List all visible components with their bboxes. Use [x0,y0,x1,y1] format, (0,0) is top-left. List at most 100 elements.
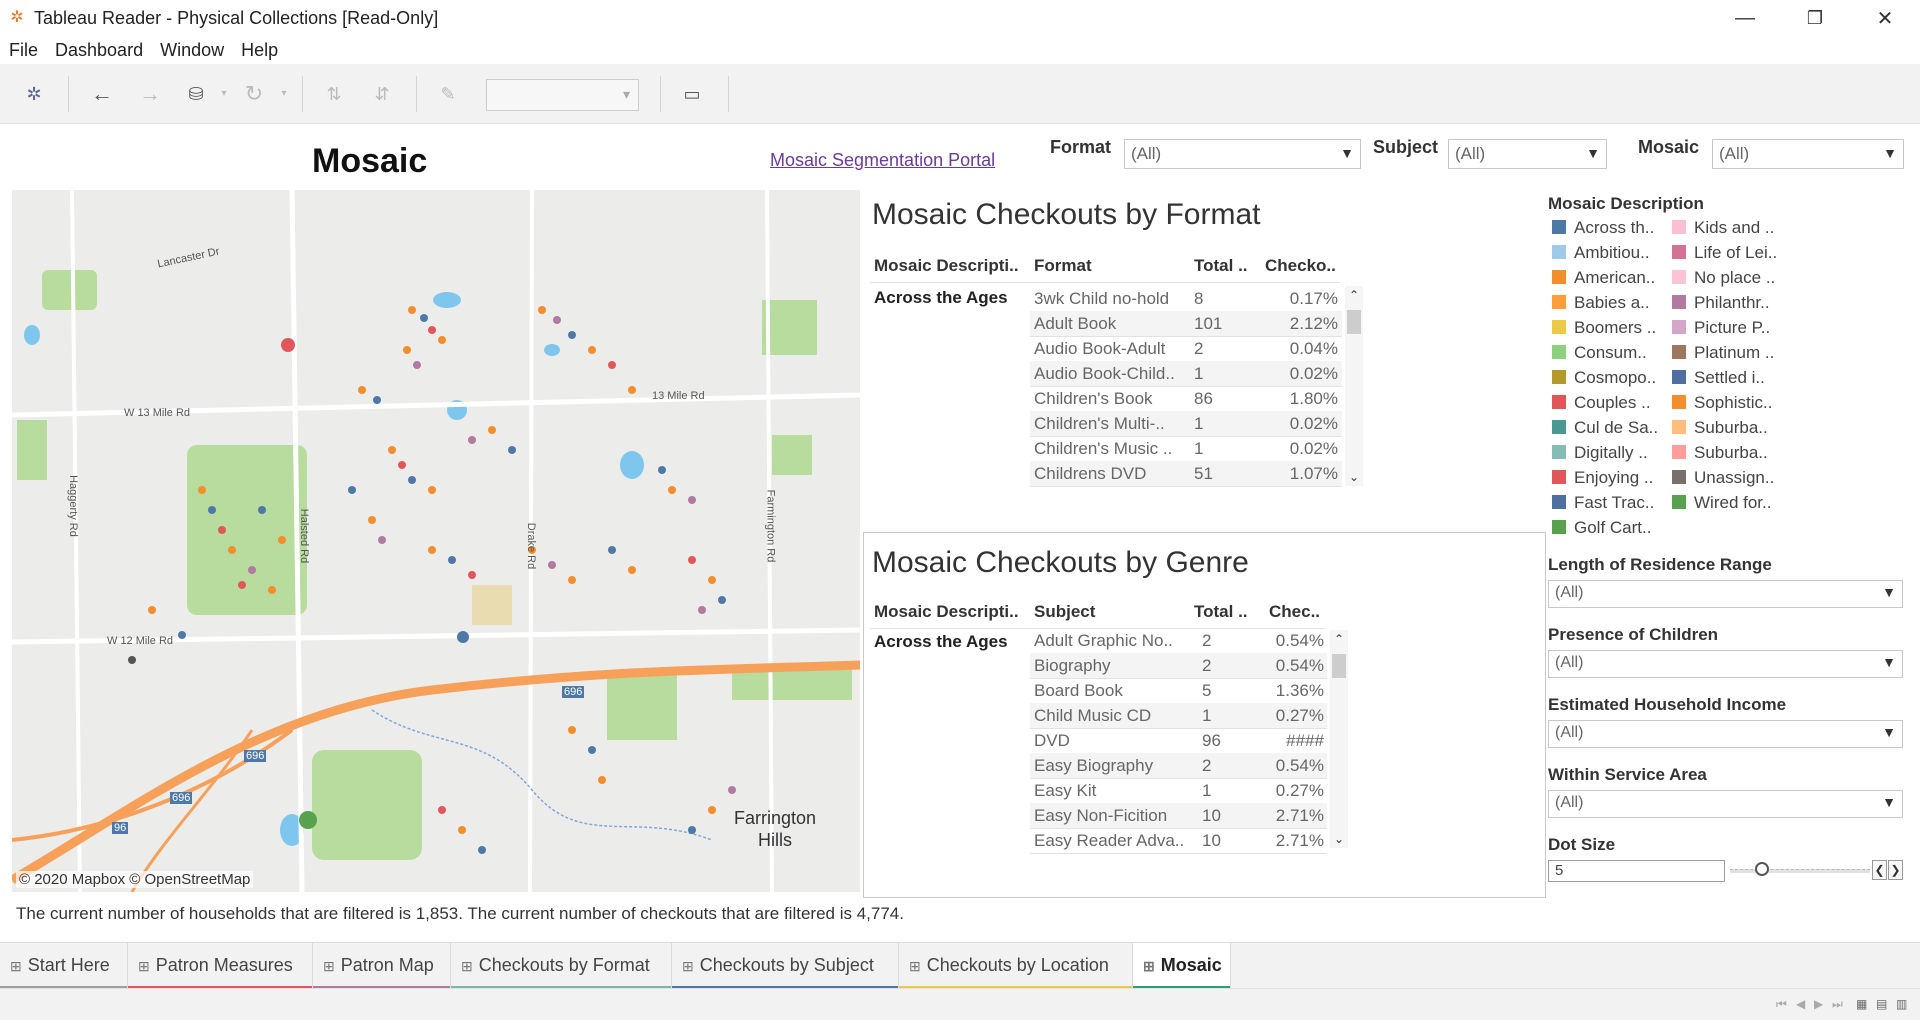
legend-item[interactable]: Couples .. [1552,393,1651,413]
legend-item[interactable]: Unassign.. [1672,468,1774,488]
genre-header-total[interactable]: Total .. [1194,602,1248,621]
forward-arrow-icon[interactable]: → [139,81,161,106]
legend-item[interactable]: Cosmopo.. [1552,368,1656,388]
checkout-pct-cell[interactable]: 2.71% [1275,831,1324,850]
sort-ascending-icon[interactable]: ⇅ [326,84,342,104]
mosaic-filter-dropdown[interactable]: (All) ▼ [1712,139,1904,169]
legend-item[interactable]: Digitally .. [1552,443,1648,463]
legend-item[interactable]: No place .. [1672,268,1775,288]
format-cell[interactable]: Children's Multi-.. [1034,414,1165,433]
checkout-pct-cell[interactable]: 0.02% [1289,439,1338,458]
grid-view-icon[interactable]: ▦ [1856,997,1868,1011]
legend-item[interactable]: Babies a.. [1552,293,1650,313]
format-header-checkouts[interactable]: Checko.. [1265,256,1336,275]
legend-item[interactable]: Cul de Sa.. [1552,418,1658,438]
checkout-pct-cell[interactable]: #### [1286,731,1324,750]
total-cell[interactable]: 5 [1202,681,1212,700]
checkout-pct-cell[interactable]: 0.02% [1289,414,1338,433]
total-cell[interactable]: 1 [1194,364,1204,383]
children-filter-dropdown[interactable]: (All) ▼ [1548,650,1903,678]
scroll-down-icon[interactable]: ⌄ [1348,470,1360,484]
total-cell[interactable]: 101 [1194,314,1223,333]
checkout-pct-cell[interactable]: 1.07% [1289,464,1338,483]
total-cell[interactable]: 10 [1202,806,1221,825]
checkout-pct-cell[interactable]: 0.54% [1275,656,1324,675]
residence-filter-dropdown[interactable]: (All) ▼ [1548,580,1903,608]
pin-icon[interactable]: ✎ [440,84,456,104]
subject-filter-dropdown[interactable]: (All) ▼ [1448,139,1607,169]
legend-item[interactable]: Enjoying .. [1552,468,1653,488]
total-cell[interactable]: 10 [1202,831,1221,850]
scroll-up-icon[interactable]: ⌃ [1348,288,1360,302]
checkout-pct-cell[interactable]: 1.80% [1289,389,1338,408]
subject-cell[interactable]: Easy Reader Adva.. [1034,831,1185,850]
legend-item[interactable]: American.. [1552,268,1655,288]
legend-item[interactable]: Sophistic.. [1672,393,1772,413]
tab-checkouts-by-subject[interactable]: ⊞ Checkouts by Subject [672,943,899,989]
dot-size-slider-track[interactable] [1730,869,1870,873]
tableau-logo-icon[interactable]: ✲ [26,84,42,104]
legend-item[interactable]: Settled i.. [1672,368,1765,388]
format-table-scrollbar[interactable]: ⌃ ⌄ [1345,286,1363,486]
format-cell[interactable]: Childrens DVD [1034,464,1147,483]
menu-help[interactable]: Help [241,39,279,60]
legend-item[interactable]: Suburba.. [1672,443,1768,463]
scroll-down-icon[interactable]: ⌄ [1333,832,1345,846]
total-cell[interactable]: 1 [1194,439,1204,458]
refresh-icon[interactable]: ↻ [244,81,264,106]
filmstrip-view-icon[interactable]: ▤ [1876,997,1888,1011]
first-sheet-icon[interactable]: ⏮ [1776,997,1787,1011]
genre-header-subject[interactable]: Subject [1034,602,1096,621]
total-cell[interactable]: 2 [1202,756,1212,775]
mosaic-map[interactable]: Lancaster Dr W 13 Mile Rd W 12 Mile Rd H… [12,190,860,892]
format-cell[interactable]: Adult Book [1034,314,1117,333]
back-arrow-icon[interactable]: ← [91,81,113,106]
format-header-mosaic[interactable]: Mosaic Descripti.. [874,256,1019,275]
next-sheet-icon[interactable]: ▶ [1814,997,1824,1011]
subject-cell[interactable]: Biography [1034,656,1111,675]
subject-cell[interactable]: DVD [1034,731,1070,750]
tab-patron-measures[interactable]: ⊞ Patron Measures [128,943,313,989]
scroll-thumb[interactable] [1347,310,1361,334]
checkout-pct-cell[interactable]: 0.02% [1289,364,1338,383]
total-cell[interactable]: 1 [1202,781,1212,800]
tab-checkouts-by-format[interactable]: ⊞ Checkouts by Format [451,943,672,989]
tab-patron-map[interactable]: ⊞ Patron Map [313,943,451,989]
total-cell[interactable]: 2 [1202,656,1212,675]
legend-item[interactable]: Suburba.. [1672,418,1768,438]
total-cell[interactable]: 1 [1194,414,1204,433]
step-forward-icon[interactable]: ❯ [1888,860,1903,880]
subject-cell[interactable]: Easy Kit [1034,781,1097,800]
subject-cell[interactable]: Adult Graphic No.. [1034,631,1173,650]
format-cell[interactable]: 3wk Child no-hold [1034,289,1170,308]
total-cell[interactable]: 51 [1194,464,1213,483]
income-filter-dropdown[interactable]: (All) ▼ [1548,720,1903,748]
genre-header-checkouts[interactable]: Chec.. [1269,602,1321,621]
checkout-pct-cell[interactable]: 0.54% [1275,631,1324,650]
legend-item[interactable]: Picture P.. [1672,318,1770,338]
total-cell[interactable]: 86 [1194,389,1213,408]
legend-item[interactable]: Boomers .. [1552,318,1656,338]
legend-item[interactable]: Across th.. [1552,218,1654,238]
save-data-icon[interactable]: ⛁ [188,84,204,104]
total-cell[interactable]: 2 [1194,339,1204,358]
legend-item[interactable]: Ambitiou.. [1552,243,1650,263]
last-sheet-icon[interactable]: ⏭ [1832,997,1843,1011]
legend-item[interactable]: Wired for.. [1672,493,1771,513]
legend-item[interactable]: Consum.. [1552,343,1647,363]
tab-mosaic[interactable]: ⊞ Mosaic [1133,943,1231,989]
total-cell[interactable]: 96 [1202,731,1221,750]
sort-descending-icon[interactable]: ⇵ [374,84,390,104]
legend-item[interactable]: Kids and .. [1672,218,1774,238]
format-header-total[interactable]: Total .. [1194,256,1248,275]
dot-size-input[interactable]: 5 [1548,860,1725,882]
checkout-pct-cell[interactable]: 0.27% [1275,706,1324,725]
toolbar-combo[interactable] [486,79,639,111]
subject-cell[interactable]: Child Music CD [1034,706,1152,725]
checkout-pct-cell[interactable]: 0.54% [1275,756,1324,775]
menu-dashboard[interactable]: Dashboard [55,39,144,60]
restore-button[interactable]: ❐ [1806,7,1824,28]
tab-checkouts-by-location[interactable]: ⊞ Checkouts by Location [899,943,1133,989]
scroll-up-icon[interactable]: ⌃ [1333,632,1345,646]
tabs-view-icon[interactable]: ▥ [1896,997,1908,1011]
